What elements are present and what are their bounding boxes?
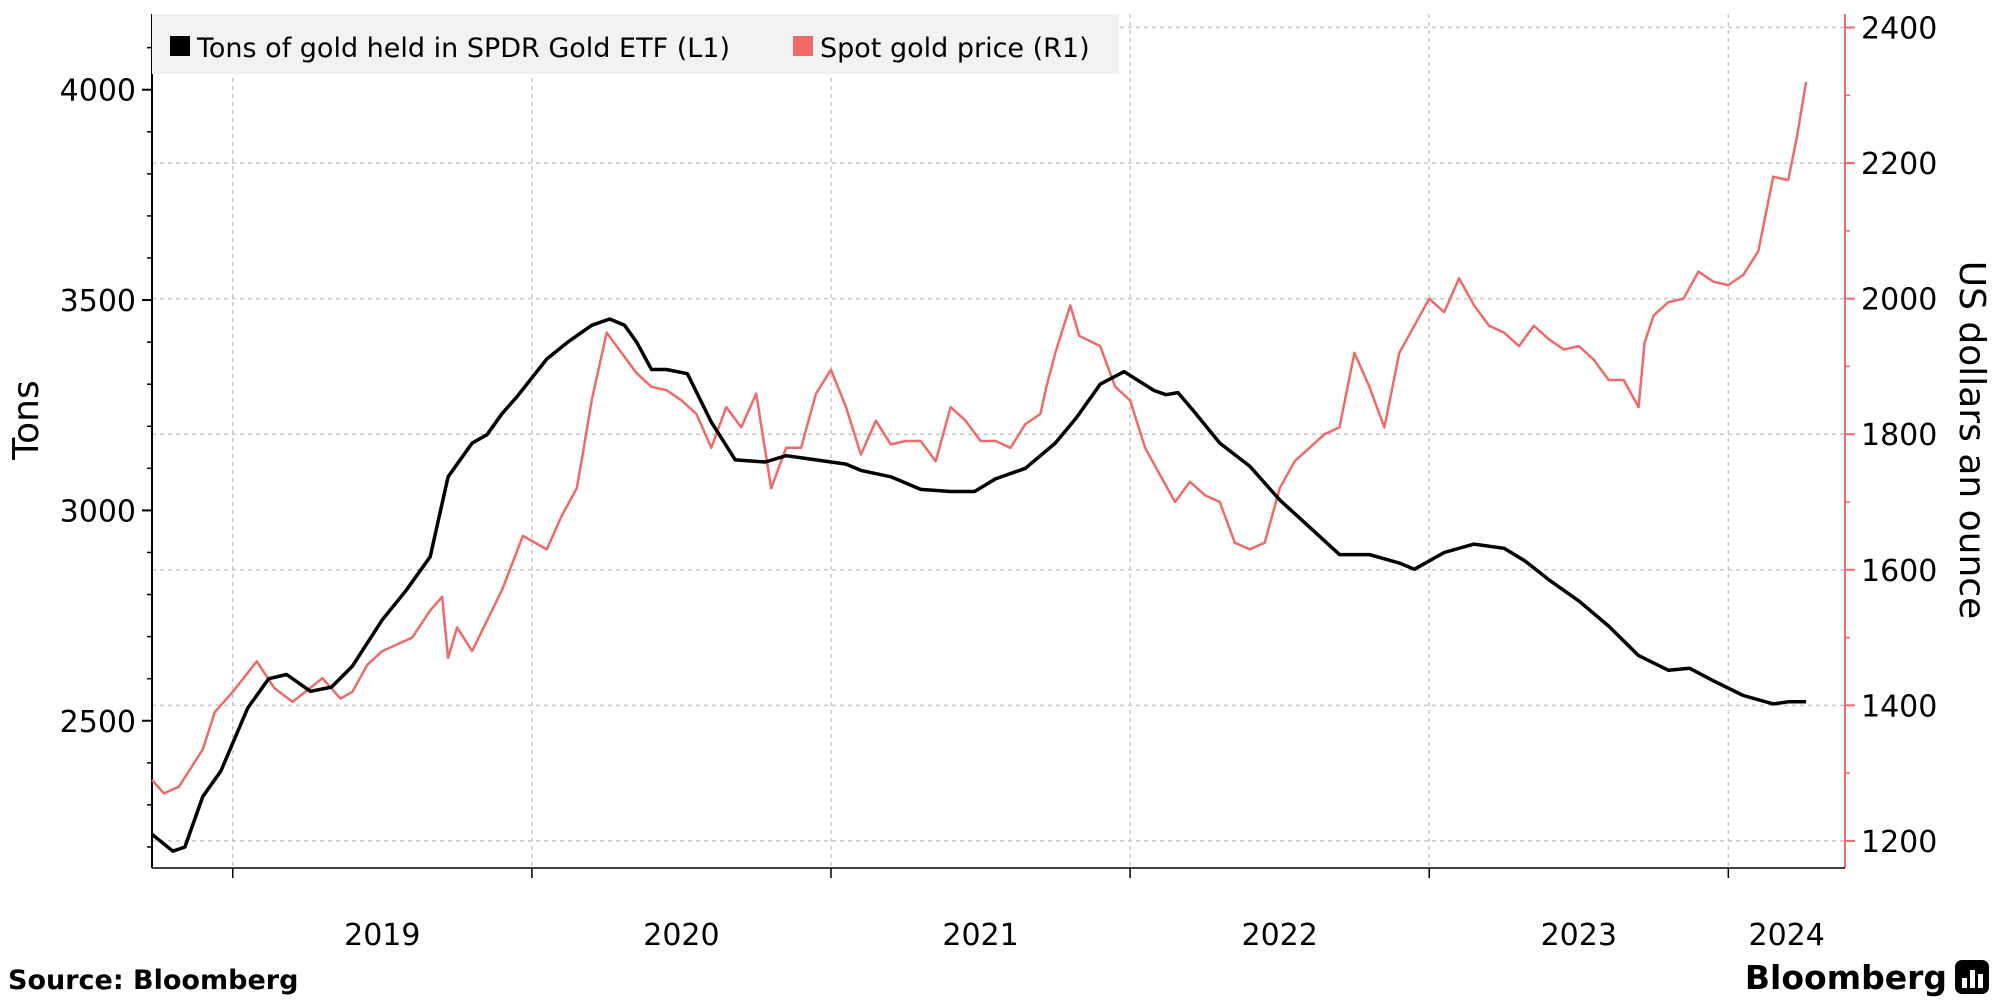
left-tick-label-4000: 4000 <box>60 74 136 109</box>
series-line-etf-holdings <box>150 317 1807 853</box>
x-tick-label-2020: 2020 <box>643 918 719 953</box>
legend-swatch-etf <box>170 36 190 56</box>
x-tick-label-2021: 2021 <box>942 918 1018 953</box>
series-layer <box>150 81 1808 853</box>
x-tick-label-2019: 2019 <box>344 918 420 953</box>
right-tick-label-1600: 1600 <box>1861 554 1937 589</box>
series-line-spot-price <box>151 81 1808 795</box>
left-tick-label-2500: 2500 <box>60 705 136 740</box>
right-tick-label-2400: 2400 <box>1861 12 1937 47</box>
source-note: Source: Bloomberg <box>8 965 298 996</box>
bloomberg-logo-text: Bloomberg <box>1745 958 1947 997</box>
axes: 2019 2020 2021 2022 2023 2024 1200 1400 1600 1800… <box>60 12 1938 953</box>
right-axis-title: US dollars an ounce <box>1951 261 1992 620</box>
left-tick-label-3500: 3500 <box>60 284 136 319</box>
right-tick-label-2200: 2200 <box>1861 147 1937 182</box>
right-tick-label-1800: 1800 <box>1861 418 1937 453</box>
left-axis-title: Tons <box>6 380 47 460</box>
right-tick-label-1200: 1200 <box>1861 825 1937 860</box>
legend-label-spot: Spot gold price (R1) <box>820 33 1090 64</box>
left-tick-label-3000: 3000 <box>60 494 136 529</box>
legend: Tons of gold held in SPDR Gold ETF (L1) … <box>152 14 1119 74</box>
legend-background <box>152 14 1119 74</box>
right-tick-label-2000: 2000 <box>1861 283 1937 318</box>
right-tick-label-1400: 1400 <box>1861 689 1937 724</box>
legend-swatch-spot <box>793 36 813 56</box>
legend-label-etf: Tons of gold held in SPDR Gold ETF (L1) <box>196 33 730 64</box>
bloomberg-chart-icon <box>1955 960 1989 994</box>
x-tick-label-2023: 2023 <box>1541 918 1617 953</box>
x-tick-label-2024: 2024 <box>1748 918 1824 953</box>
x-tick-label-2022: 2022 <box>1241 918 1317 953</box>
